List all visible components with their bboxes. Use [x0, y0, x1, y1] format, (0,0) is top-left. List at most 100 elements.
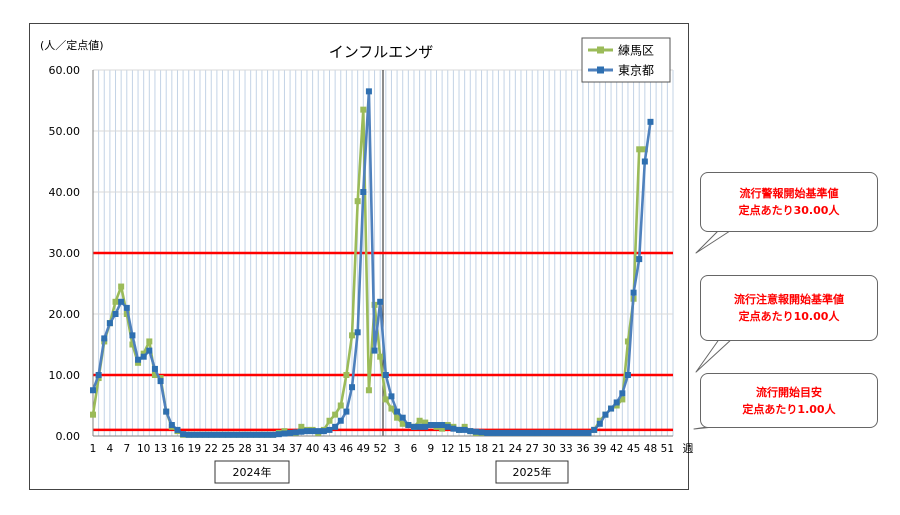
- tokyo-point: [185, 431, 192, 438]
- tokyo-point: [574, 429, 581, 436]
- tokyo-point: [95, 372, 102, 378]
- tokyo-point: [135, 356, 142, 363]
- y-tick-label: 10.00: [49, 369, 81, 382]
- x-tick-label: 25: [221, 443, 234, 455]
- nerima-point: [360, 106, 367, 113]
- tokyo-point: [540, 429, 547, 436]
- tokyo-point: [320, 428, 327, 435]
- tokyo-point: [579, 429, 586, 436]
- series-layer: [90, 88, 654, 438]
- y-tick-label: 30.00: [49, 247, 81, 260]
- tokyo-point: [213, 431, 220, 438]
- legend-box: [581, 37, 671, 83]
- nerima-point: [332, 411, 339, 418]
- tokyo-point: [247, 431, 254, 438]
- legend-nerima-marker: [597, 46, 604, 54]
- x-tick-label: 39: [593, 443, 606, 455]
- nerima-point: [636, 146, 643, 153]
- tokyo-point: [118, 298, 125, 305]
- tokyo-point: [585, 429, 592, 436]
- tokyo-series-line: [91, 90, 652, 437]
- x-tick-label: 42: [610, 443, 623, 455]
- tokyo-point: [230, 431, 237, 438]
- tokyo-point: [568, 429, 575, 436]
- legend-tokyo-marker: [597, 66, 604, 74]
- year-2025-label: 2025年: [513, 465, 552, 479]
- x-tick-label: 22: [205, 443, 218, 455]
- nerima-point: [298, 423, 305, 430]
- tokyo-point: [546, 429, 553, 436]
- tokyo-point: [596, 420, 603, 427]
- tokyo-point: [101, 335, 108, 342]
- x-tick-label: 31: [255, 443, 268, 455]
- tokyo-point: [202, 431, 209, 438]
- caution-threshold-value: 定点あたり10.00人: [738, 310, 840, 323]
- tokyo-point: [253, 431, 260, 438]
- tokyo-point: [236, 431, 243, 438]
- caution-threshold-title: 流行注意報開始基準値: [734, 293, 844, 306]
- year-2024-box: [214, 460, 290, 484]
- tokyo-point: [219, 431, 226, 438]
- tokyo-point: [388, 393, 395, 400]
- nerima-point: [349, 332, 356, 339]
- nerima-point: [343, 372, 350, 378]
- tokyo-point: [196, 431, 203, 438]
- tokyo-point: [270, 431, 277, 438]
- tokyo-point: [472, 428, 479, 435]
- nerima-point: [337, 402, 344, 409]
- tokyo-point: [208, 431, 215, 438]
- tokyo-point: [444, 423, 451, 430]
- x-tick-label: 36: [576, 443, 590, 455]
- caution-threshold-callout: 流行注意報開始基準値 定点あたり10.00人: [700, 275, 878, 341]
- x-tick-label: 30: [542, 443, 555, 455]
- tokyo-point: [405, 422, 412, 429]
- y-axis-label: (人／定点値): [40, 38, 104, 52]
- tokyo-point: [613, 399, 620, 406]
- nerima-point: [146, 338, 153, 345]
- tokyo-point: [382, 372, 389, 378]
- legend-tokyo-label: 東京都: [618, 64, 654, 78]
- nerima-point: [90, 411, 96, 418]
- tokyo-point: [225, 431, 232, 438]
- nerima-point: [461, 423, 468, 430]
- tokyo-point: [439, 422, 446, 429]
- tokyo-point: [399, 414, 406, 421]
- tokyo-point: [292, 429, 299, 436]
- tokyo-point: [174, 426, 181, 433]
- tokyo-point: [501, 429, 508, 436]
- tokyo-point: [489, 429, 496, 436]
- tokyo-point: [360, 189, 367, 195]
- tokyo-point: [377, 298, 384, 305]
- x-tick-label: 9: [428, 443, 435, 455]
- alert-threshold-callout: 流行警報開始基準値 定点あたり30.00人: [700, 172, 878, 232]
- tokyo-point: [517, 429, 524, 436]
- tokyo-point: [337, 417, 344, 424]
- tokyo-point: [264, 431, 271, 438]
- nerima-point: [129, 341, 136, 348]
- tokyo-point: [551, 429, 558, 436]
- tokyo-point: [343, 408, 350, 415]
- x-tick-label: 15: [458, 443, 471, 455]
- tokyo-point: [287, 429, 294, 436]
- x-tick-label: 13: [154, 443, 167, 455]
- y-tick-label: 60.00: [49, 64, 81, 77]
- tokyo-point: [180, 431, 187, 438]
- tokyo-point: [456, 426, 463, 433]
- chart-title: インフルエンザ: [329, 43, 434, 61]
- nerima-point: [326, 417, 333, 424]
- epidemic-start-title: 流行開始目安: [756, 385, 822, 399]
- nerima-point: [422, 419, 429, 426]
- tokyo-point: [309, 428, 316, 435]
- x-tick-label: 49: [357, 443, 370, 455]
- tokyo-point: [506, 429, 513, 436]
- tokyo-point: [123, 304, 130, 311]
- tokyo-point: [410, 423, 417, 430]
- axis-layer: 0.00 10.00 20.00 30.00 40.00 50.00 60.00 1 4 7 10 1…: [49, 64, 694, 455]
- tokyo-point: [512, 429, 519, 436]
- tokyo-point: [624, 372, 631, 378]
- y-tick-label: 50.00: [49, 125, 81, 138]
- epidemic-start-callout: 流行開始目安 定点あたり1.00人: [700, 373, 878, 428]
- x-tick-label: 10: [137, 443, 150, 455]
- tokyo-point: [298, 428, 305, 435]
- x-tick-label: 6: [411, 443, 418, 455]
